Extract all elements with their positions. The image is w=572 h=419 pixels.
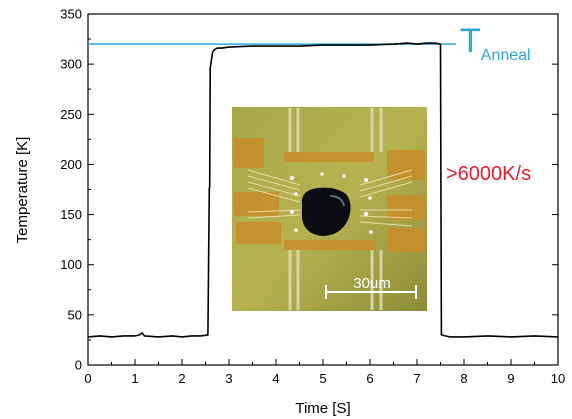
y-axis-label: Temperature [K] xyxy=(14,137,31,244)
y-axis-ticks: 0 50 100 150 200 250 300 350 xyxy=(60,7,558,373)
scale-bar xyxy=(325,285,417,299)
x-tick-label: 0 xyxy=(84,371,91,386)
series-line-temperature xyxy=(88,42,558,338)
heating-rate-annotation: >6000K/s xyxy=(446,163,531,185)
x-tick-label: 4 xyxy=(272,371,279,386)
x-tick-label: 6 xyxy=(366,371,373,386)
y-tick-label: 200 xyxy=(60,157,82,172)
x-tick-label: 2 xyxy=(178,371,185,386)
anneal-label: TAnneal xyxy=(460,22,531,64)
x-tick-label: 8 xyxy=(460,371,467,386)
x-tick-label: 3 xyxy=(225,371,232,386)
y-tick-label: 350 xyxy=(60,7,82,22)
x-axis-ticks: 0 1 2 3 4 5 6 7 8 9 10 xyxy=(84,359,565,386)
anneal-label-subscript: Anneal xyxy=(481,47,531,64)
device-micrograph-inset: 30um xyxy=(232,107,427,311)
x-tick-label: 1 xyxy=(131,371,138,386)
x-tick-label: 10 xyxy=(551,371,565,386)
y-tick-label: 150 xyxy=(60,207,82,222)
x-tick-label: 5 xyxy=(319,371,326,386)
y-tick-label: 100 xyxy=(60,257,82,272)
x-tick-label: 7 xyxy=(413,371,420,386)
x-axis-label: Time [S] xyxy=(295,400,350,417)
y-tick-label: 0 xyxy=(75,358,82,373)
y-tick-label: 300 xyxy=(60,57,82,72)
series-group xyxy=(88,42,558,338)
y-tick-label: 50 xyxy=(68,307,82,322)
y-tick-label: 250 xyxy=(60,107,82,122)
scale-bar-label: 30um xyxy=(353,275,391,292)
anneal-label-symbol: T xyxy=(460,22,481,60)
x-tick-label: 9 xyxy=(507,371,514,386)
